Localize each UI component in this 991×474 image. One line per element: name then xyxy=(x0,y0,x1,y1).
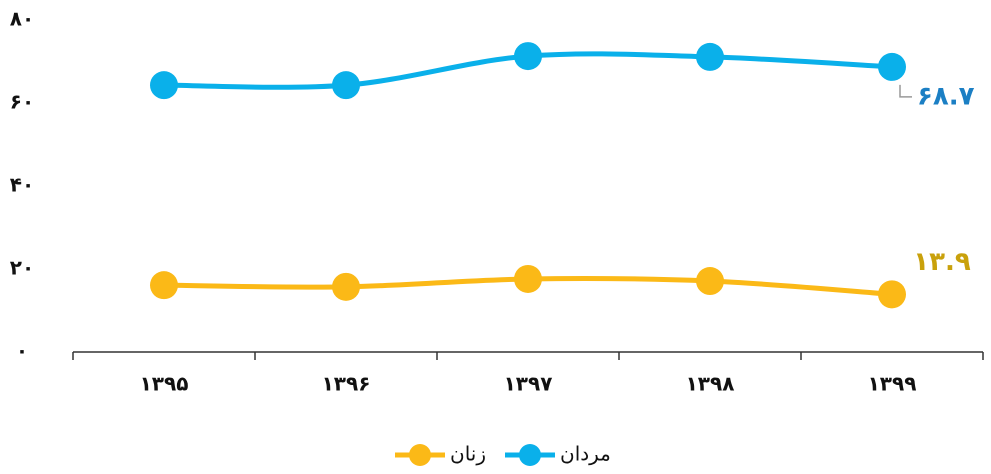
y-tick-label: ۲۰ xyxy=(10,256,34,280)
y-tick-label: ۸۰ xyxy=(10,7,34,31)
legend-label: مردان xyxy=(560,442,611,466)
marker xyxy=(878,280,906,309)
marker xyxy=(332,272,360,301)
legend-label: زنان xyxy=(450,442,486,466)
marker xyxy=(514,42,542,71)
legend-marker xyxy=(409,444,431,466)
marker xyxy=(696,267,724,296)
marker xyxy=(878,52,906,81)
leader-line xyxy=(899,84,912,98)
marker xyxy=(332,71,360,100)
x-tick-label: ۱۳۹۸ xyxy=(686,372,735,396)
data-label: ۶۸.۷ xyxy=(917,81,975,111)
y-tick-label: ۰ xyxy=(16,339,28,363)
y-tick-label: ۶۰ xyxy=(10,90,34,114)
x-tick-label: ۱۳۹۵ xyxy=(140,372,189,396)
y-tick-label: ۴۰ xyxy=(10,173,34,197)
marker xyxy=(150,71,178,100)
marker xyxy=(150,271,178,300)
x-tick-label: ۱۳۹۶ xyxy=(322,372,371,396)
data-label: ۱۳.۹ xyxy=(913,247,971,277)
x-tick-label: ۱۳۹۷ xyxy=(504,372,553,396)
x-tick-label: ۱۳۹۹ xyxy=(868,372,917,396)
marker xyxy=(514,264,542,293)
legend-marker xyxy=(519,444,541,466)
marker xyxy=(696,42,724,71)
